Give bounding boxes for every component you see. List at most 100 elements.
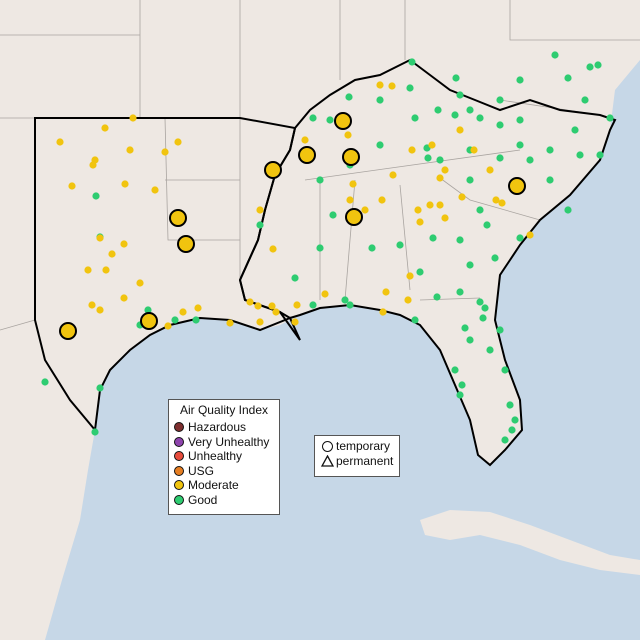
station-moderate[interactable] (84, 266, 92, 274)
station-good[interactable] (496, 96, 504, 104)
station-good[interactable] (456, 391, 464, 399)
station-good[interactable] (291, 274, 299, 282)
station-good[interactable] (576, 151, 584, 159)
temporary-monitor-moderate[interactable] (345, 208, 363, 226)
station-good[interactable] (92, 192, 100, 200)
station-moderate[interactable] (121, 180, 129, 188)
station-moderate[interactable] (194, 304, 202, 312)
station-moderate[interactable] (428, 141, 436, 149)
station-good[interactable] (476, 114, 484, 122)
station-good[interactable] (429, 234, 437, 242)
station-good[interactable] (309, 301, 317, 309)
station-good[interactable] (466, 261, 474, 269)
station-good[interactable] (329, 211, 337, 219)
station-moderate[interactable] (526, 231, 534, 239)
station-moderate[interactable] (376, 81, 384, 89)
station-good[interactable] (501, 366, 509, 374)
station-good[interactable] (476, 298, 484, 306)
temporary-monitor-moderate[interactable] (334, 112, 352, 130)
station-moderate[interactable] (101, 124, 109, 132)
station-good[interactable] (416, 268, 424, 276)
station-good[interactable] (551, 51, 559, 59)
station-moderate[interactable] (129, 114, 137, 122)
station-good[interactable] (546, 146, 554, 154)
station-good[interactable] (496, 121, 504, 129)
station-moderate[interactable] (349, 180, 357, 188)
station-good[interactable] (516, 141, 524, 149)
station-good[interactable] (594, 61, 602, 69)
station-moderate[interactable] (56, 138, 64, 146)
station-good[interactable] (491, 254, 499, 262)
station-good[interactable] (483, 221, 491, 229)
station-moderate[interactable] (126, 146, 134, 154)
station-moderate[interactable] (96, 306, 104, 314)
station-good[interactable] (466, 336, 474, 344)
station-moderate[interactable] (414, 206, 422, 214)
station-moderate[interactable] (226, 319, 234, 327)
station-moderate[interactable] (88, 301, 96, 309)
temporary-monitor-moderate[interactable] (508, 177, 526, 195)
station-good[interactable] (461, 324, 469, 332)
station-moderate[interactable] (379, 308, 387, 316)
station-moderate[interactable] (382, 288, 390, 296)
station-moderate[interactable] (486, 166, 494, 174)
station-good[interactable] (501, 436, 509, 444)
station-moderate[interactable] (293, 301, 301, 309)
station-good[interactable] (458, 381, 466, 389)
station-good[interactable] (476, 206, 484, 214)
station-good[interactable] (256, 221, 264, 229)
station-good[interactable] (436, 156, 444, 164)
station-moderate[interactable] (441, 166, 449, 174)
station-good[interactable] (456, 91, 464, 99)
station-good[interactable] (411, 316, 419, 324)
station-good[interactable] (546, 176, 554, 184)
station-moderate[interactable] (388, 82, 396, 90)
station-good[interactable] (581, 96, 589, 104)
station-good[interactable] (508, 426, 516, 434)
station-moderate[interactable] (441, 214, 449, 222)
station-moderate[interactable] (456, 126, 464, 134)
station-good[interactable] (91, 428, 99, 436)
station-moderate[interactable] (426, 201, 434, 209)
station-moderate[interactable] (96, 234, 104, 242)
station-good[interactable] (346, 301, 354, 309)
station-moderate[interactable] (416, 218, 424, 226)
station-good[interactable] (96, 384, 104, 392)
station-good[interactable] (479, 314, 487, 322)
station-good[interactable] (376, 96, 384, 104)
station-moderate[interactable] (436, 201, 444, 209)
temporary-monitor-moderate[interactable] (177, 235, 195, 253)
station-moderate[interactable] (256, 318, 264, 326)
temporary-monitor-moderate[interactable] (264, 161, 282, 179)
station-moderate[interactable] (268, 302, 276, 310)
station-good[interactable] (171, 316, 179, 324)
station-good[interactable] (309, 114, 317, 122)
station-good[interactable] (433, 293, 441, 301)
station-moderate[interactable] (256, 206, 264, 214)
station-good[interactable] (345, 93, 353, 101)
station-moderate[interactable] (108, 250, 116, 258)
station-good[interactable] (456, 236, 464, 244)
station-moderate[interactable] (102, 266, 110, 274)
station-moderate[interactable] (389, 171, 397, 179)
station-moderate[interactable] (406, 272, 414, 280)
temporary-monitor-moderate[interactable] (342, 148, 360, 166)
station-moderate[interactable] (321, 290, 329, 298)
station-moderate[interactable] (269, 245, 277, 253)
station-moderate[interactable] (291, 318, 299, 326)
station-good[interactable] (408, 58, 416, 66)
temporary-monitor-moderate[interactable] (140, 312, 158, 330)
station-good[interactable] (516, 234, 524, 242)
station-moderate[interactable] (164, 322, 172, 330)
station-moderate[interactable] (492, 196, 500, 204)
station-good[interactable] (586, 63, 594, 71)
station-moderate[interactable] (458, 193, 466, 201)
station-good[interactable] (564, 74, 572, 82)
station-good[interactable] (192, 316, 200, 324)
station-good[interactable] (434, 106, 442, 114)
station-good[interactable] (506, 401, 514, 409)
station-good[interactable] (526, 156, 534, 164)
station-moderate[interactable] (89, 161, 97, 169)
station-moderate[interactable] (344, 131, 352, 139)
station-moderate[interactable] (68, 182, 76, 190)
